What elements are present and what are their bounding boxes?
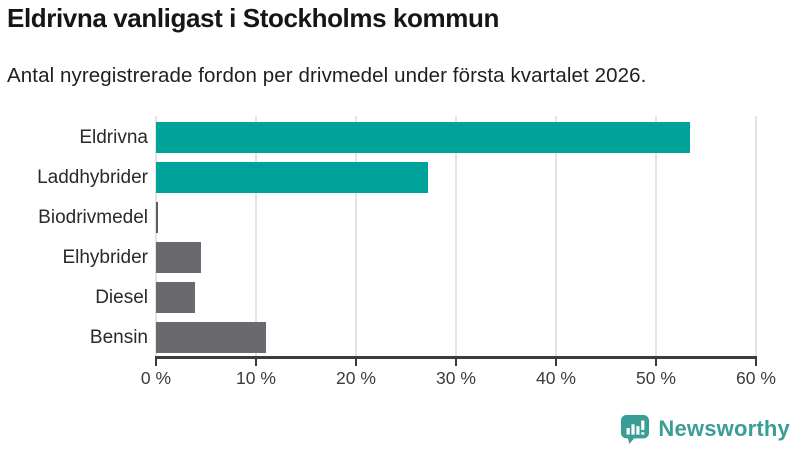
bar-diesel	[156, 282, 195, 313]
x-tick-mark	[555, 359, 557, 366]
category-label: Elhybrider	[62, 247, 148, 268]
gridline	[755, 116, 757, 357]
category-labels: Eldrivna Laddhybrider Biodrivmedel Elhybrid…	[0, 116, 148, 357]
gridline	[355, 116, 357, 357]
x-tick-mark	[755, 359, 757, 366]
x-tick-label: 0 %	[140, 368, 172, 388]
category-label: Laddhybrider	[37, 167, 148, 188]
gridline	[255, 116, 257, 357]
x-tick-label: 10 %	[236, 368, 276, 388]
x-tick-label: 60 %	[736, 368, 776, 388]
bar-bensin	[156, 322, 266, 353]
gridline	[555, 116, 557, 357]
x-tick-mark	[655, 359, 657, 366]
newsworthy-bar-chart-bubble-icon	[621, 414, 650, 444]
x-tick-label: 30 %	[436, 368, 476, 388]
x-axis-line	[155, 356, 757, 359]
category-label: Biodrivmedel	[38, 207, 148, 228]
gridline	[155, 116, 157, 357]
x-tick-label: 40 %	[536, 368, 576, 388]
x-tick-mark	[355, 359, 357, 366]
category-label: Diesel	[95, 287, 148, 308]
x-tick-mark	[255, 359, 257, 366]
plot-area	[155, 116, 757, 357]
chart-subtitle: Antal nyregistrerade fordon per drivmede…	[7, 64, 647, 87]
bar-eldrivna	[156, 122, 690, 153]
bar-elhybrider	[156, 242, 201, 273]
bar-biodrivmedel	[156, 202, 158, 233]
newsworthy-logo: Newsworthy	[620, 414, 790, 444]
bar-laddhybrider	[156, 162, 428, 193]
chart-title: Eldrivna vanligast i Stockholms kommun	[7, 3, 499, 33]
category-label: Bensin	[89, 327, 148, 348]
newsworthy-wordmark: Newsworthy	[658, 416, 790, 441]
x-tick-label: 50 %	[636, 368, 676, 388]
gridline	[455, 116, 457, 357]
x-tick-label: 20 %	[336, 368, 376, 388]
gridline	[655, 116, 657, 357]
category-label: Eldrivna	[79, 127, 148, 148]
x-tick-mark	[455, 359, 457, 366]
x-tick-mark	[155, 359, 157, 366]
